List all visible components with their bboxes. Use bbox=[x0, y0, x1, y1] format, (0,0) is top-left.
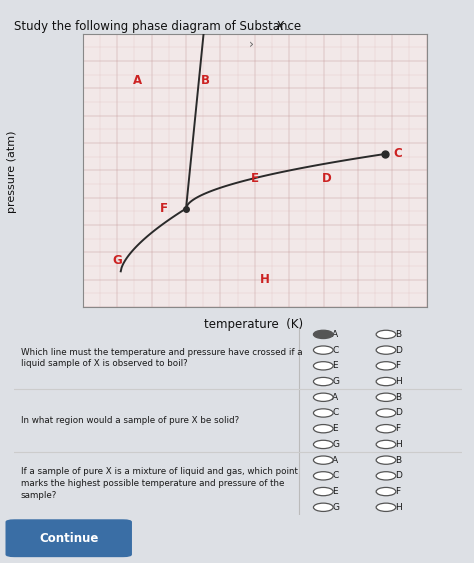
Text: C: C bbox=[332, 471, 338, 480]
Text: A: A bbox=[332, 455, 338, 464]
Text: D: D bbox=[322, 172, 332, 185]
Circle shape bbox=[313, 456, 333, 464]
Text: F: F bbox=[160, 202, 168, 215]
Text: B: B bbox=[201, 74, 210, 87]
Text: X: X bbox=[276, 20, 284, 33]
Circle shape bbox=[376, 330, 396, 338]
FancyBboxPatch shape bbox=[6, 519, 132, 557]
Circle shape bbox=[313, 503, 333, 511]
Circle shape bbox=[376, 346, 396, 354]
Text: G: G bbox=[332, 503, 339, 512]
Text: E: E bbox=[332, 487, 338, 496]
Circle shape bbox=[376, 393, 396, 401]
Text: H: H bbox=[395, 503, 401, 512]
Text: F: F bbox=[395, 361, 400, 370]
Circle shape bbox=[376, 361, 396, 370]
Text: A: A bbox=[133, 74, 143, 87]
Text: B: B bbox=[395, 393, 401, 402]
Text: In what region would a sample of pure X be solid?: In what region would a sample of pure X … bbox=[21, 417, 239, 425]
Text: temperature  (K): temperature (K) bbox=[204, 318, 303, 331]
Circle shape bbox=[313, 425, 333, 433]
Circle shape bbox=[376, 472, 396, 480]
Text: .: . bbox=[286, 20, 290, 33]
Circle shape bbox=[313, 472, 333, 480]
Circle shape bbox=[313, 361, 333, 370]
Text: G: G bbox=[332, 377, 339, 386]
Text: B: B bbox=[395, 330, 401, 339]
Circle shape bbox=[313, 409, 333, 417]
Text: If a sample of pure X is a mixture of liquid and gas, which point
marks the high: If a sample of pure X is a mixture of li… bbox=[21, 467, 298, 500]
Circle shape bbox=[313, 393, 333, 401]
Circle shape bbox=[376, 425, 396, 433]
Text: A: A bbox=[332, 330, 338, 339]
Text: C: C bbox=[393, 148, 402, 160]
Text: G: G bbox=[112, 254, 122, 267]
Circle shape bbox=[313, 488, 333, 495]
Text: D: D bbox=[395, 346, 402, 355]
Text: B: B bbox=[395, 455, 401, 464]
Text: Which line must the temperature and pressure have crossed if a
liquid sample of : Which line must the temperature and pres… bbox=[21, 347, 302, 368]
Circle shape bbox=[376, 409, 396, 417]
Circle shape bbox=[313, 377, 333, 386]
Text: F: F bbox=[395, 424, 400, 433]
Text: D: D bbox=[395, 471, 402, 480]
Circle shape bbox=[376, 440, 396, 449]
Text: C: C bbox=[332, 346, 338, 355]
Text: F: F bbox=[395, 487, 400, 496]
Text: E: E bbox=[332, 361, 338, 370]
Text: C: C bbox=[332, 409, 338, 418]
Text: D: D bbox=[395, 409, 402, 418]
Text: H: H bbox=[395, 440, 401, 449]
Circle shape bbox=[376, 503, 396, 511]
Circle shape bbox=[376, 456, 396, 464]
Text: G: G bbox=[332, 440, 339, 449]
Text: H: H bbox=[395, 377, 401, 386]
Circle shape bbox=[376, 488, 396, 495]
Text: pressure (atm): pressure (atm) bbox=[7, 131, 17, 213]
Text: A: A bbox=[332, 393, 338, 402]
Text: E: E bbox=[251, 172, 259, 185]
Circle shape bbox=[313, 440, 333, 449]
Text: ›: › bbox=[249, 38, 254, 51]
Text: H: H bbox=[260, 273, 270, 286]
Circle shape bbox=[313, 330, 333, 338]
Text: E: E bbox=[332, 424, 338, 433]
Circle shape bbox=[313, 346, 333, 354]
Text: Study the following phase diagram of Substance: Study the following phase diagram of Sub… bbox=[14, 20, 305, 33]
Text: Continue: Continue bbox=[39, 531, 99, 545]
Circle shape bbox=[376, 377, 396, 386]
